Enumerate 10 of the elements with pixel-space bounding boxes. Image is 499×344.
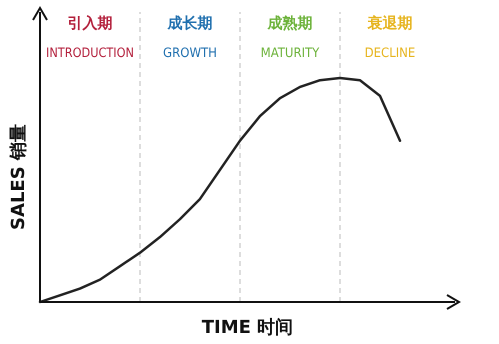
y-axis-title: SALES 销量 xyxy=(8,124,29,230)
text: 成熟期 xyxy=(266,14,312,32)
text: 成长期 xyxy=(166,14,212,32)
text: 引入期 xyxy=(68,14,112,32)
text: 衰退期 xyxy=(366,14,412,32)
text: GROWTH xyxy=(163,46,217,61)
text: MATURITY xyxy=(260,46,320,61)
text: INTRODUCTION xyxy=(46,46,137,61)
x-axis-title: TIME 时间 xyxy=(202,317,294,338)
text: DECLINE xyxy=(364,46,416,61)
